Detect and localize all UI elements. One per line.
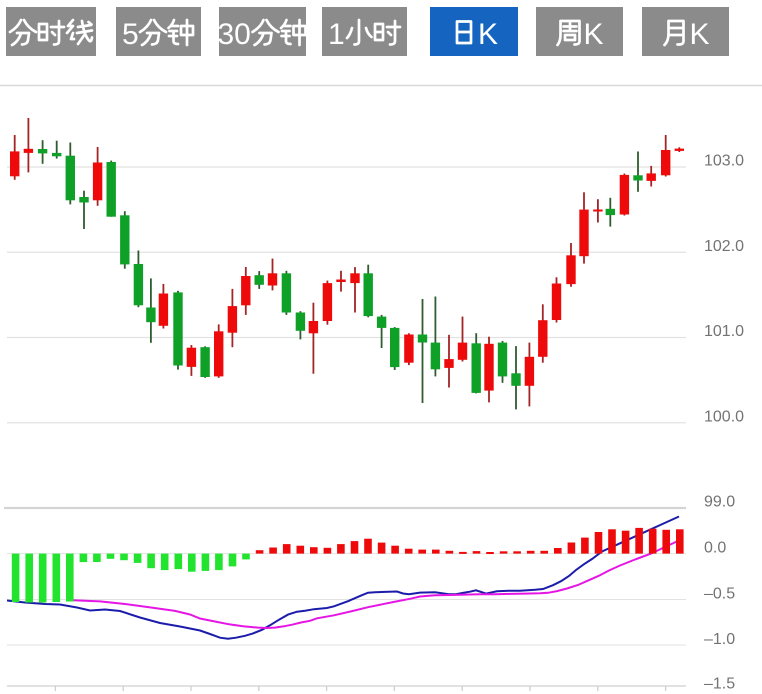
svg-text:0.0: 0.0 [704, 540, 726, 557]
svg-text:–0.5: –0.5 [704, 585, 735, 602]
svg-text:–1.5: –1.5 [704, 676, 735, 693]
svg-text:103.0: 103.0 [704, 153, 744, 170]
svg-text:1: 1 [328, 18, 345, 51]
svg-text:K: K [478, 18, 498, 51]
svg-text:102.0: 102.0 [704, 238, 744, 255]
svg-text:100.0: 100.0 [704, 408, 744, 425]
svg-text:99.0: 99.0 [704, 494, 735, 511]
svg-text:K: K [584, 18, 604, 51]
svg-text:30: 30 [219, 18, 251, 51]
svg-text:K: K [690, 18, 710, 51]
svg-text:101.0: 101.0 [704, 323, 744, 340]
svg-text:5: 5 [122, 18, 139, 51]
svg-text:–1.0: –1.0 [704, 631, 735, 648]
